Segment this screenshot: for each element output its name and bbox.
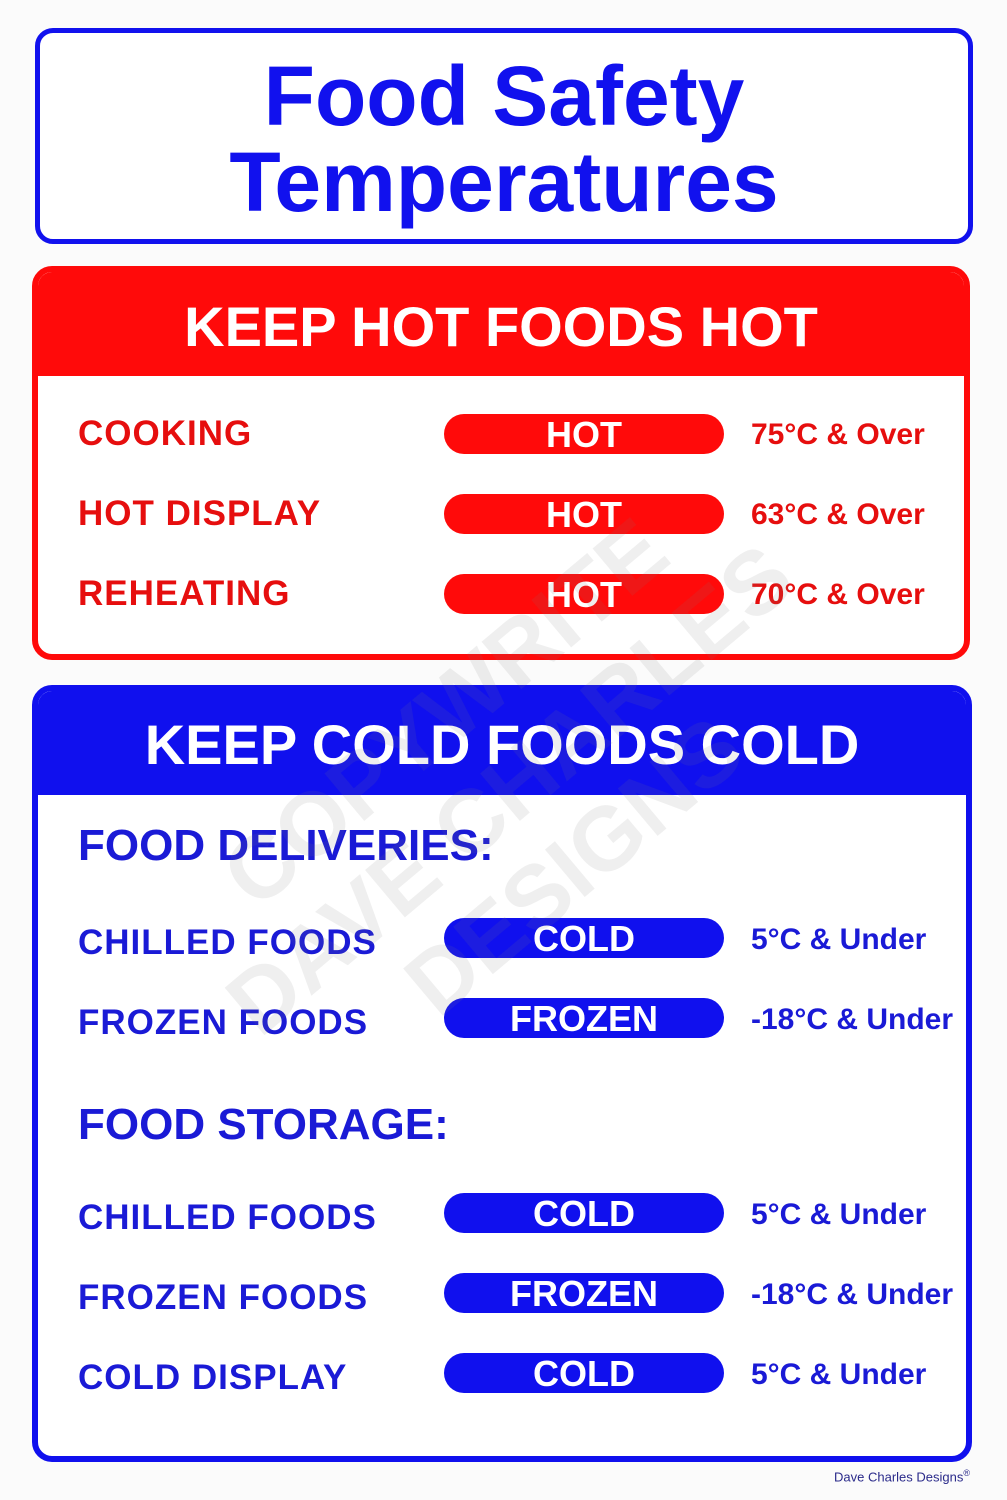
designer-credit: Dave Charles Designs® xyxy=(834,1468,970,1484)
hot-badge: HOT xyxy=(444,414,724,455)
row-label: FROZEN FOODS xyxy=(78,1278,369,1317)
row-label: REHEATING xyxy=(78,574,291,613)
hot-section-heading: KEEP HOT FOODS HOT xyxy=(38,272,964,376)
frozen-badge: FROZEN xyxy=(444,998,724,1039)
deliveries-heading: FOOD DELIVERIES: xyxy=(78,821,494,870)
temperature-value: -18°C & Under xyxy=(751,1278,954,1311)
hot-foods-section: KEEP HOT FOODS HOT COOKING HOT 75°C & Ov… xyxy=(32,266,970,660)
row-label: CHILLED FOODS xyxy=(78,923,377,962)
row-label: CHILLED FOODS xyxy=(78,1198,377,1237)
cold-badge: COLD xyxy=(444,918,724,959)
cold-foods-section: KEEP COLD FOODS COLD FOOD DELIVERIES: CH… xyxy=(32,685,972,1462)
temperature-value: 5°C & Under xyxy=(751,1198,927,1231)
row-label: HOT DISPLAY xyxy=(78,494,322,533)
hot-badge: HOT xyxy=(444,574,724,615)
temperature-value: 70°C & Over xyxy=(751,578,925,611)
registered-mark: ® xyxy=(963,1468,970,1478)
storage-heading: FOOD STORAGE: xyxy=(78,1100,449,1149)
row-label: COOKING xyxy=(78,414,253,453)
frozen-badge: FROZEN xyxy=(444,1273,724,1314)
title-line-2: Temperatures xyxy=(229,135,779,229)
temperature-value: 75°C & Over xyxy=(751,418,925,451)
temperature-value: 63°C & Over xyxy=(751,498,925,531)
hot-badge: HOT xyxy=(444,494,724,535)
row-label: FROZEN FOODS xyxy=(78,1003,369,1042)
cold-section-heading: KEEP COLD FOODS COLD xyxy=(38,691,966,795)
temperature-value: -18°C & Under xyxy=(751,1003,954,1036)
title-box: Food Safety Temperatures xyxy=(35,28,973,244)
temperature-value: 5°C & Under xyxy=(751,1358,927,1391)
cold-badge: COLD xyxy=(444,1353,724,1394)
credit-text: Dave Charles Designs xyxy=(834,1469,964,1485)
temperature-value: 5°C & Under xyxy=(751,923,927,956)
row-label: COLD DISPLAY xyxy=(78,1358,348,1397)
title-line-1: Food Safety xyxy=(263,49,745,143)
cold-badge: COLD xyxy=(444,1193,724,1234)
